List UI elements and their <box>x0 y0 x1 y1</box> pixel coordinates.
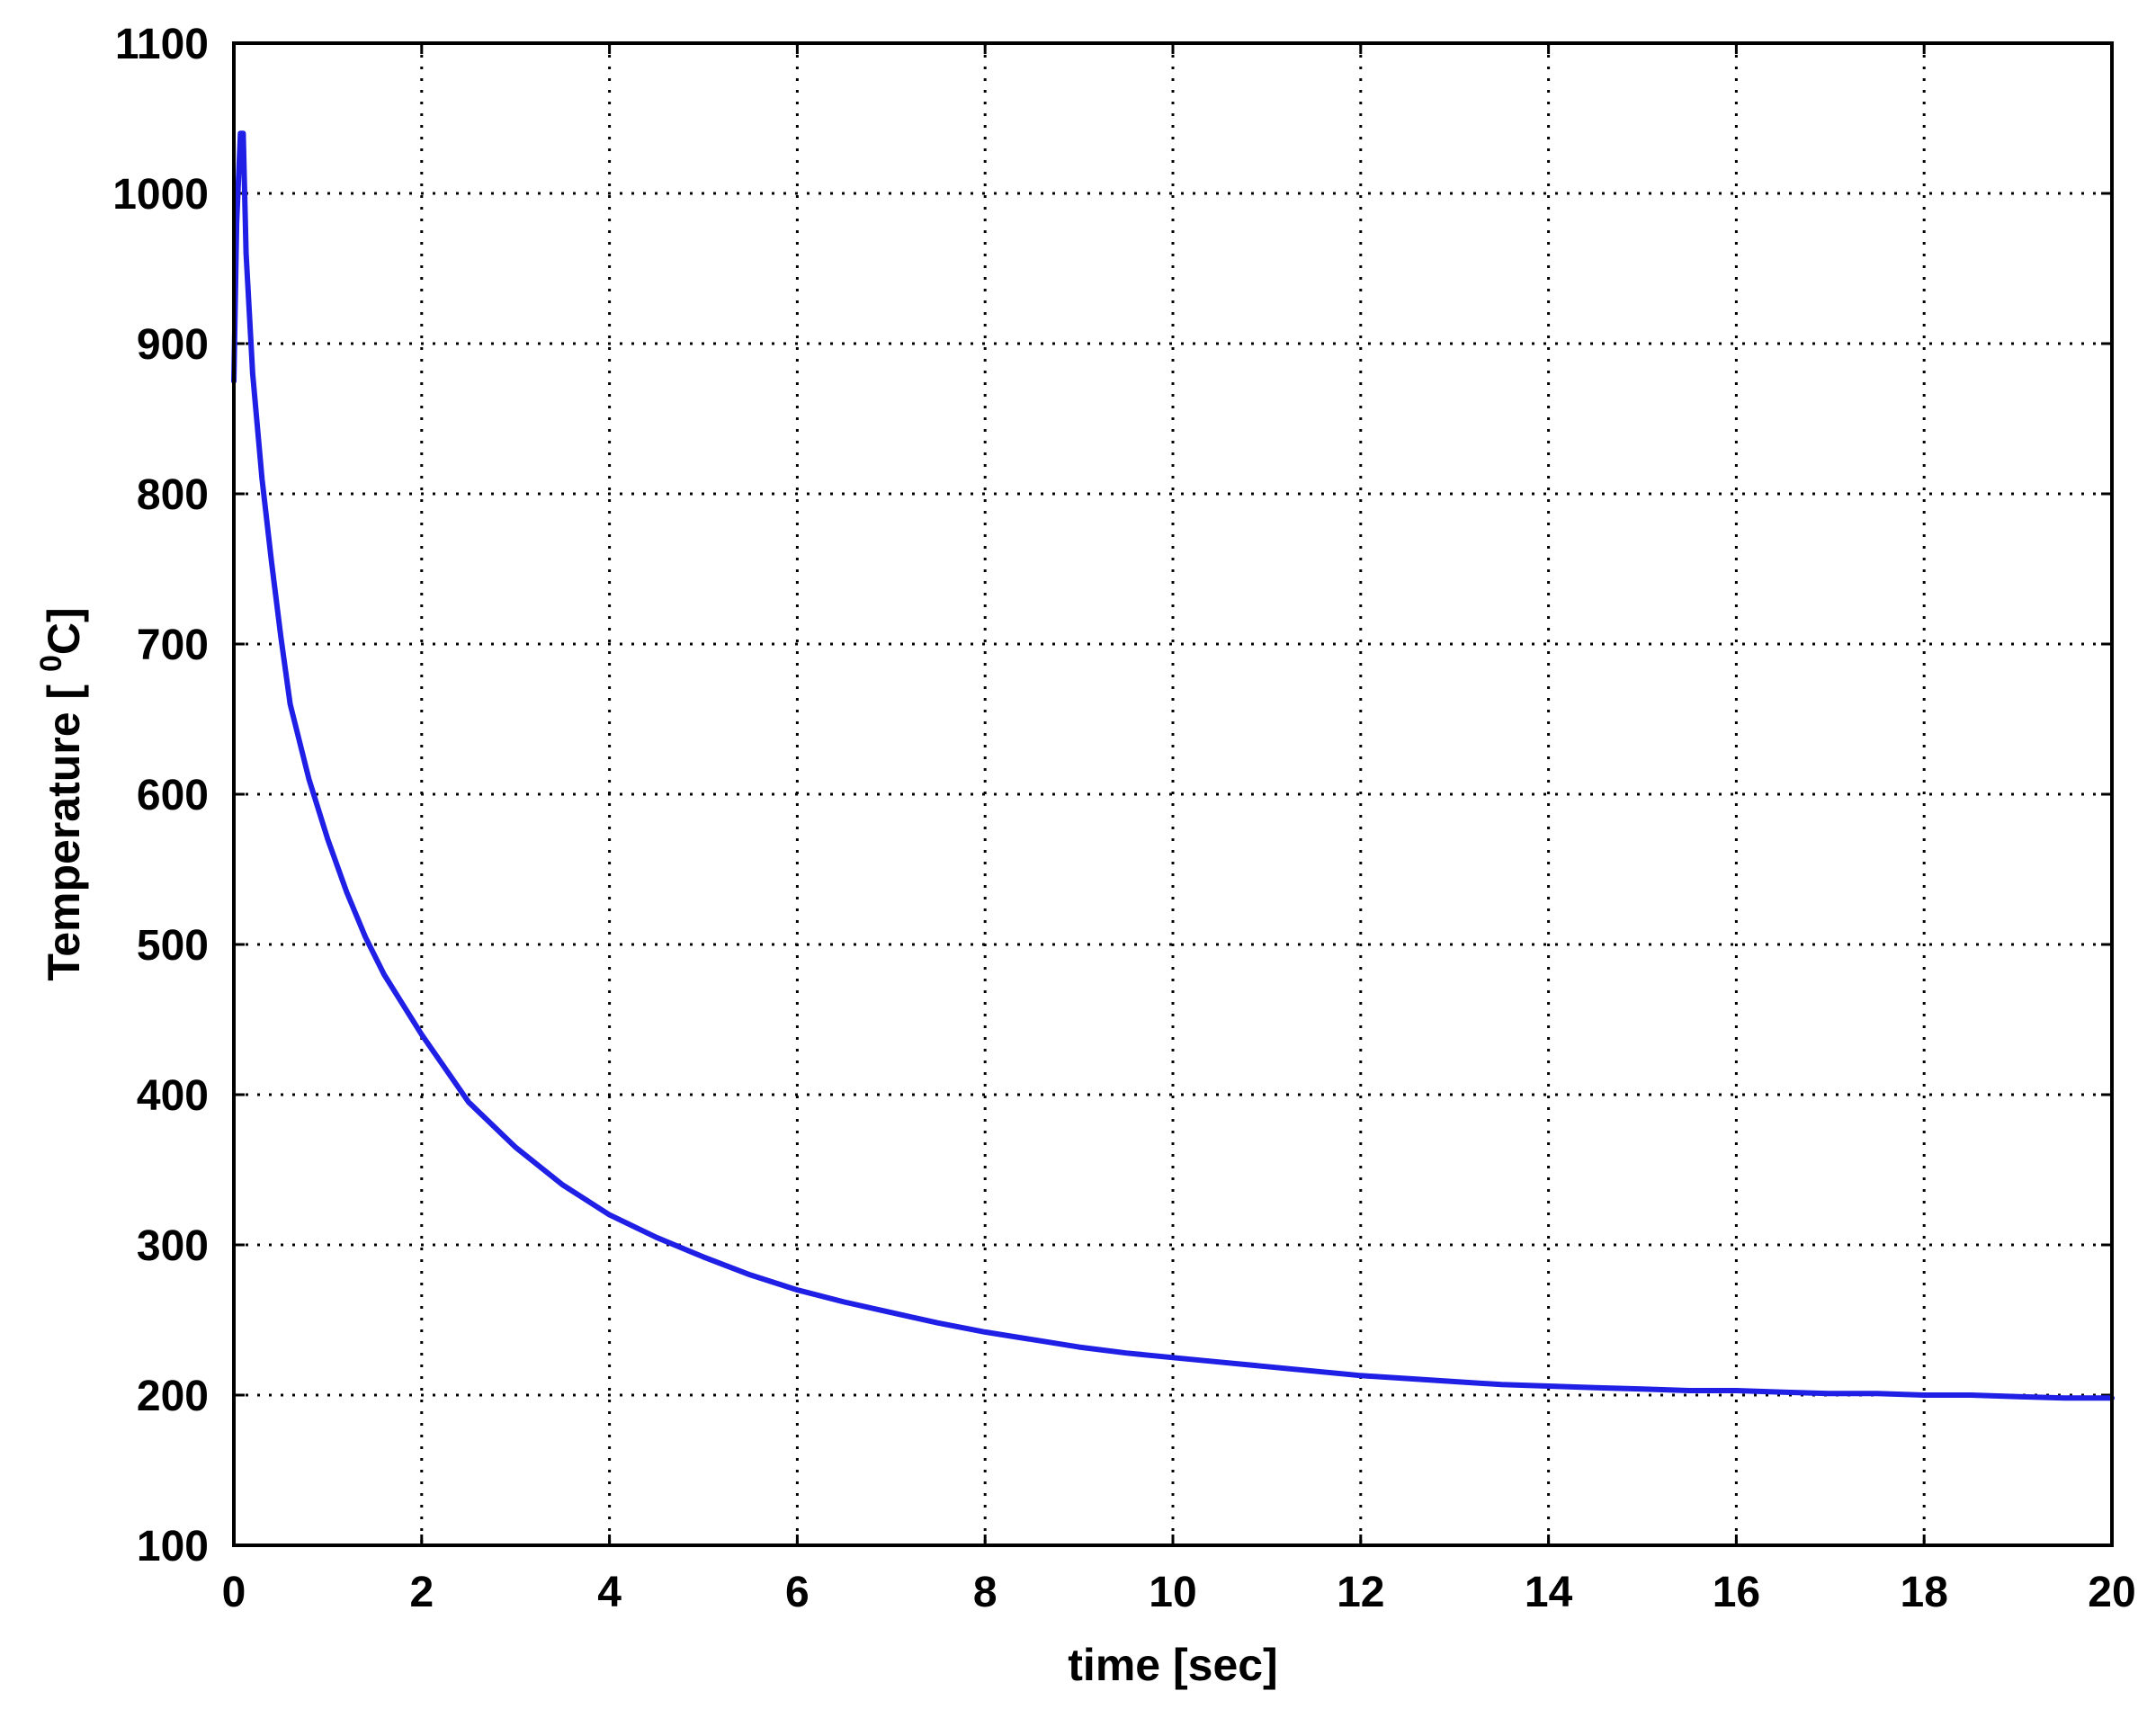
series-line-temperature <box>231 130 2115 1401</box>
x-tick-label: 16 <box>1713 1569 1760 1616</box>
x-tick-label: 6 <box>785 1569 810 1616</box>
x-axis-label: time [sec] <box>1068 1640 1277 1690</box>
y-tick-label: 1000 <box>112 171 209 219</box>
x-tick-label: 8 <box>973 1569 997 1616</box>
x-tick-label: 0 <box>222 1569 246 1616</box>
y-tick-label: 900 <box>137 321 209 369</box>
x-tick-label: 12 <box>1337 1569 1384 1616</box>
x-tick-label: 10 <box>1149 1569 1196 1616</box>
plot-frame <box>232 41 2114 1547</box>
y-axis-label-unit: C] <box>39 607 89 655</box>
grid-lines <box>234 43 2112 1545</box>
x-tick-label: 18 <box>1901 1569 1948 1616</box>
x-tick-label: 4 <box>597 1569 622 1616</box>
x-tick-label: 2 <box>409 1569 434 1616</box>
y-tick-label: 200 <box>137 1373 209 1420</box>
x-tick-labels: 0 2 4 6 8 10 12 14 16 18 20 <box>222 1569 2136 1616</box>
y-axis-label-degree: 0 <box>34 655 68 672</box>
y-tick-label: 700 <box>137 622 209 669</box>
y-tick-label: 400 <box>137 1072 209 1120</box>
y-tick-label: 600 <box>137 772 209 819</box>
y-tick-label: 800 <box>137 471 209 519</box>
y-tick-label: 1100 <box>115 21 209 68</box>
y-axis-label-main: Temperature [ <box>39 672 89 981</box>
x-tick-label: 14 <box>1525 1569 1573 1616</box>
y-tick-label: 100 <box>137 1523 209 1570</box>
y-tick-label: 500 <box>137 922 209 970</box>
y-tick-label: 300 <box>137 1222 209 1270</box>
y-axis-label: Temperature [ 0C] <box>34 607 89 980</box>
y-tick-labels: 100 200 300 400 500 600 700 800 900 1000 1100 <box>112 21 209 1570</box>
x-tick-label: 20 <box>2088 1569 2135 1616</box>
